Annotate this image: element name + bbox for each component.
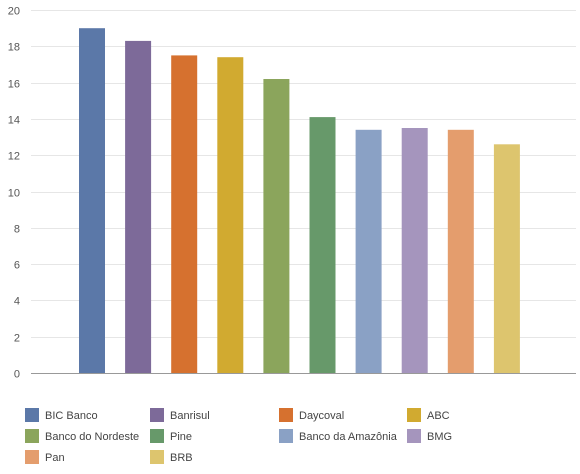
bars (79, 28, 520, 374)
y-axis-ticks: 0 2 4 6 8 10 12 14 16 18 20 (8, 6, 20, 381)
y-tick-label: 10 (8, 188, 20, 200)
y-tick-label: 20 (8, 6, 20, 18)
legend-label: Banco do Nordeste (45, 431, 139, 443)
legend-item-bic-banco[interactable]: BIC Banco (25, 408, 98, 422)
y-tick-label: 6 (14, 260, 20, 272)
legend-item-banrisul[interactable]: Banrisul (150, 408, 210, 422)
bar-brb[interactable] (493, 144, 520, 373)
legend-item-daycoval[interactable]: Daycoval (279, 408, 344, 422)
bar-abc[interactable] (217, 57, 244, 373)
y-tick-label: 8 (14, 224, 20, 236)
legend-swatch (279, 429, 293, 443)
y-tick-label: 4 (14, 296, 20, 308)
legend-label: Pan (45, 452, 65, 464)
legend-label: BMG (427, 431, 452, 443)
legend-item-brb[interactable]: BRB (150, 450, 193, 464)
legend-item-banco-do-nordeste[interactable]: Banco do Nordeste (25, 429, 139, 443)
y-tick-label: 2 (14, 333, 20, 345)
legend-label: Daycoval (299, 410, 344, 422)
bar-bic-banco[interactable] (79, 28, 105, 373)
y-tick-label: 16 (8, 79, 20, 91)
legend-item-pine[interactable]: Pine (150, 429, 192, 443)
gridlines (31, 10, 576, 338)
bar-pan[interactable] (447, 129, 474, 373)
legend-swatch (279, 408, 293, 422)
y-tick-label: 14 (8, 115, 20, 127)
bar-banco-do-nordeste[interactable] (263, 79, 290, 373)
legend-item-bmg[interactable]: BMG (407, 429, 452, 443)
bar-pine[interactable] (309, 117, 336, 373)
legend-item-banco-da-amaz-nia[interactable]: Banco da Amazônia (279, 429, 398, 443)
legend-label: BRB (170, 452, 193, 464)
legend-item-abc[interactable]: ABC (407, 408, 450, 422)
legend-swatch (150, 450, 164, 464)
legend-label: Banrisul (170, 410, 210, 422)
legend-label: Pine (170, 431, 192, 443)
bar-daycoval[interactable] (171, 55, 198, 374)
legend-swatch (150, 429, 164, 443)
legend-label: Banco da Amazônia (299, 431, 398, 443)
y-tick-label: 0 (14, 369, 20, 381)
y-tick-label: 12 (8, 151, 20, 163)
bar-banrisul[interactable] (125, 40, 152, 374)
legend-swatch (150, 408, 164, 422)
legend-item-pan[interactable]: Pan (25, 450, 65, 464)
legend[interactable]: BIC Banco Banrisul Daycoval ABC Banco do Nor… (25, 408, 452, 464)
y-tick-label: 18 (8, 42, 20, 54)
legend-swatch (407, 408, 421, 422)
legend-label: ABC (427, 410, 450, 422)
legend-swatch (407, 429, 421, 443)
legend-swatch (25, 408, 39, 422)
legend-label: BIC Banco (45, 410, 98, 422)
bar-bmg[interactable] (401, 128, 428, 373)
legend-swatch (25, 450, 39, 464)
legend-swatch (25, 429, 39, 443)
bar-banco-da-amaz-nia[interactable] (355, 129, 382, 373)
